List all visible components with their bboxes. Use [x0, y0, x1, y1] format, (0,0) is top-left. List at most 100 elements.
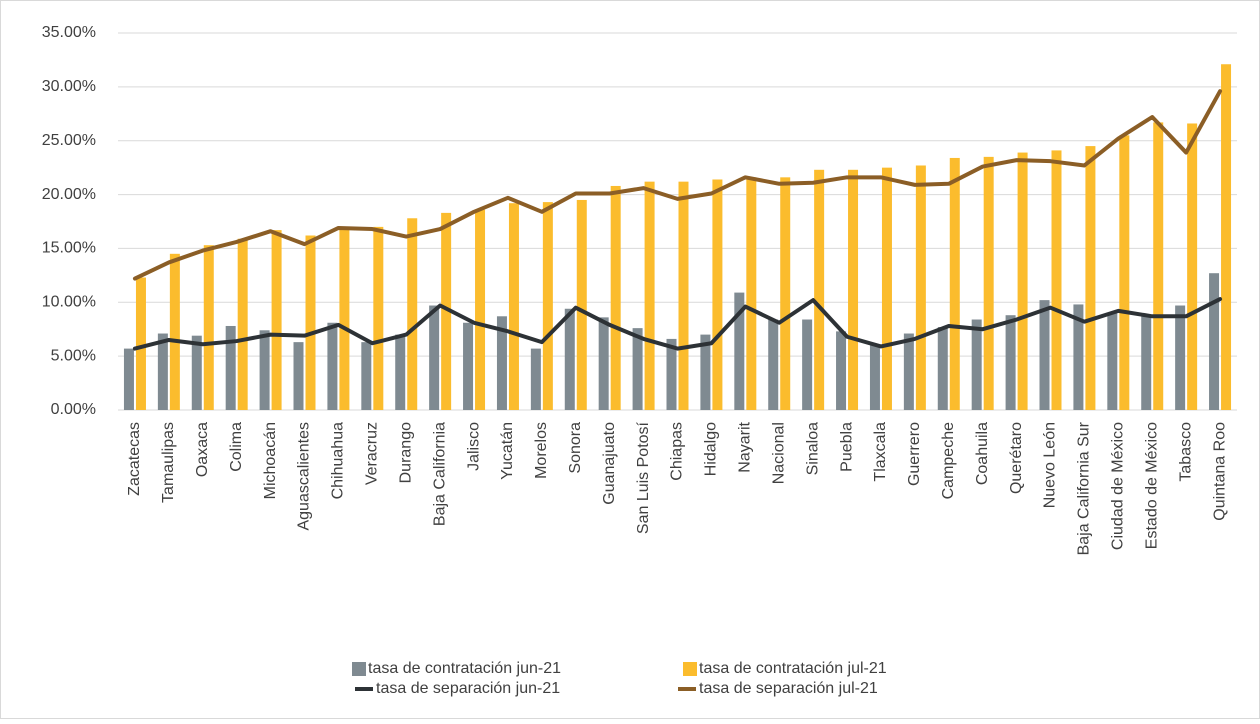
line	[132, 89, 1223, 281]
x-tick-label: San Luis Potosí	[635, 421, 652, 534]
legend-label: tasa de separación jun-21	[376, 680, 560, 697]
bar	[1107, 313, 1118, 410]
bar	[903, 333, 914, 410]
bar	[937, 327, 948, 410]
bar	[734, 292, 745, 410]
x-tick-label: Nacional	[770, 422, 787, 484]
bar	[542, 202, 553, 410]
bar	[191, 335, 202, 410]
x-tick-label: Jalisco	[465, 422, 482, 471]
y-tick-label: 10.00%	[42, 294, 96, 311]
bar	[508, 203, 519, 410]
bar	[632, 328, 643, 410]
bar	[429, 305, 440, 410]
bar	[644, 181, 655, 410]
bar	[339, 227, 350, 410]
x-tick-label: Colima	[228, 422, 245, 472]
bar	[1221, 64, 1232, 410]
x-tick-label: Estado de México	[1143, 422, 1160, 549]
bar	[1073, 304, 1084, 410]
legend-label: tasa de contratación jun-21	[368, 660, 561, 677]
bar	[1039, 300, 1050, 410]
x-tick-label: Sinaloa	[804, 422, 821, 475]
bar	[768, 319, 779, 410]
bar	[666, 338, 677, 410]
x-tick-label: Tlaxcala	[872, 422, 889, 482]
legend-label: tasa de contratación jul-21	[699, 660, 887, 677]
bar	[496, 316, 507, 410]
x-tick-label: Yucatán	[499, 422, 516, 480]
bar	[530, 348, 541, 410]
bar	[135, 277, 146, 410]
bar	[123, 348, 134, 410]
bar	[848, 169, 859, 410]
bar	[971, 319, 982, 410]
x-tick-label: Quintana Roo	[1211, 422, 1228, 521]
bar	[157, 333, 168, 410]
y-tick-label: 35.00%	[42, 24, 96, 41]
bar	[576, 199, 587, 410]
bar	[700, 334, 711, 410]
x-tick-label: Chihuahua	[330, 422, 347, 500]
bar	[1085, 146, 1096, 410]
x-tick-label: Tamaulipas	[160, 422, 177, 503]
y-tick-label: 15.00%	[42, 240, 96, 257]
bar	[1153, 122, 1164, 410]
bar	[564, 308, 575, 410]
legend-swatch	[683, 662, 697, 676]
bar	[746, 177, 757, 410]
x-tick-label: Tabasco	[1177, 422, 1194, 482]
bar	[802, 319, 813, 410]
bar	[780, 177, 791, 410]
bar	[949, 157, 960, 410]
x-tick-label: Nuevo León	[1042, 422, 1059, 508]
bar	[1187, 123, 1198, 410]
x-tick-label: Veracruz	[364, 422, 381, 485]
legend-label: tasa de separación jul-21	[699, 680, 878, 697]
bar	[678, 181, 689, 410]
bar	[836, 331, 847, 410]
bar	[1051, 150, 1062, 410]
bar	[271, 230, 282, 410]
bar	[169, 253, 180, 410]
bar	[373, 226, 384, 410]
y-tick-label: 0.00%	[51, 401, 96, 418]
bar	[305, 235, 316, 410]
x-tick-label: Puebla	[838, 422, 855, 472]
bar	[1175, 305, 1186, 410]
bar	[361, 342, 372, 410]
bar	[259, 330, 270, 410]
bar	[203, 245, 214, 410]
bar	[237, 238, 248, 410]
bar	[983, 156, 994, 410]
bar	[463, 322, 474, 410]
bar	[475, 209, 486, 410]
y-tick-label: 5.00%	[51, 347, 96, 364]
bar	[225, 325, 236, 410]
bar	[293, 342, 304, 410]
bar	[598, 317, 609, 410]
legend-swatch	[352, 662, 366, 676]
bar	[712, 179, 723, 410]
bar	[1141, 315, 1152, 410]
x-tick-label: Zacatecas	[126, 422, 143, 496]
x-tick-label: Aguascalientes	[296, 422, 313, 531]
bar	[610, 185, 621, 410]
x-tick-label: Querétaro	[1008, 422, 1025, 494]
bar	[869, 345, 880, 410]
bar	[1119, 135, 1130, 411]
bar	[881, 167, 892, 410]
bar	[327, 322, 338, 410]
x-tick-label: Nayarit	[737, 421, 754, 472]
bar	[1005, 315, 1016, 410]
x-tick-label: Campeche	[940, 422, 957, 499]
bar	[407, 218, 418, 410]
bar	[1017, 152, 1028, 410]
bar	[441, 212, 452, 410]
x-tick-label: Oaxaca	[194, 422, 211, 477]
bar	[915, 165, 926, 410]
x-tick-label: Guanajuato	[601, 422, 618, 505]
bar	[814, 169, 825, 410]
